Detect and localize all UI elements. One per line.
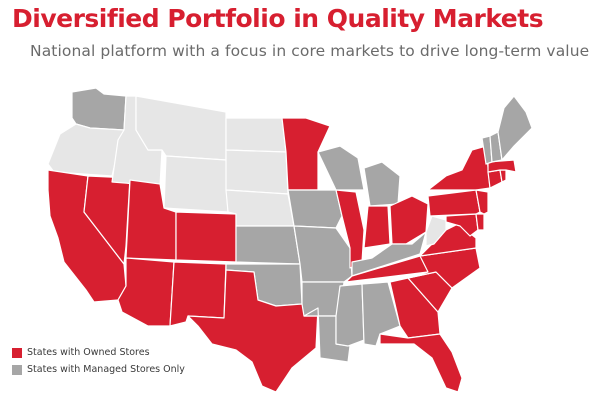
state-mt: [135, 95, 227, 161]
state-mi: [363, 161, 401, 207]
state-ne: [225, 189, 295, 227]
legend-item-owned: States with Owned Stores: [12, 344, 185, 361]
state-nj: [475, 189, 489, 215]
state-or: [47, 123, 125, 177]
state-in: [363, 205, 391, 249]
state-mn: [281, 117, 331, 191]
legend-item-managed: States with Managed Stores Only: [12, 361, 185, 378]
map-legend: States with Owned Stores States with Man…: [12, 344, 185, 378]
state-ks: [235, 225, 301, 265]
state-pa: [427, 189, 481, 217]
state-sd: [225, 149, 289, 195]
state-co: [175, 211, 237, 263]
legend-swatch-owned: [12, 347, 22, 358]
state-az: [117, 257, 175, 327]
page-subtitle: National platform with a focus in core m…: [30, 42, 590, 60]
legend-swatch-managed: [12, 364, 22, 375]
state-ma: [487, 159, 517, 173]
state-me: [497, 95, 533, 161]
state-wi: [317, 145, 365, 191]
state-wy: [163, 155, 229, 213]
state-ia: [287, 189, 343, 229]
state-ny: [427, 145, 491, 191]
page-title: Diversified Portfolio in Quality Markets: [12, 4, 544, 33]
state-de: [475, 213, 485, 231]
state-mo: [293, 225, 353, 283]
state-wa: [71, 87, 127, 131]
state-ms: [335, 283, 365, 347]
state-tx: [187, 269, 319, 393]
legend-label-owned: States with Owned Stores: [27, 347, 150, 358]
state-nc: [407, 247, 481, 289]
legend-label-managed: States with Managed Stores Only: [27, 364, 185, 375]
state-nd: [225, 117, 287, 153]
state-fl: [379, 333, 463, 393]
